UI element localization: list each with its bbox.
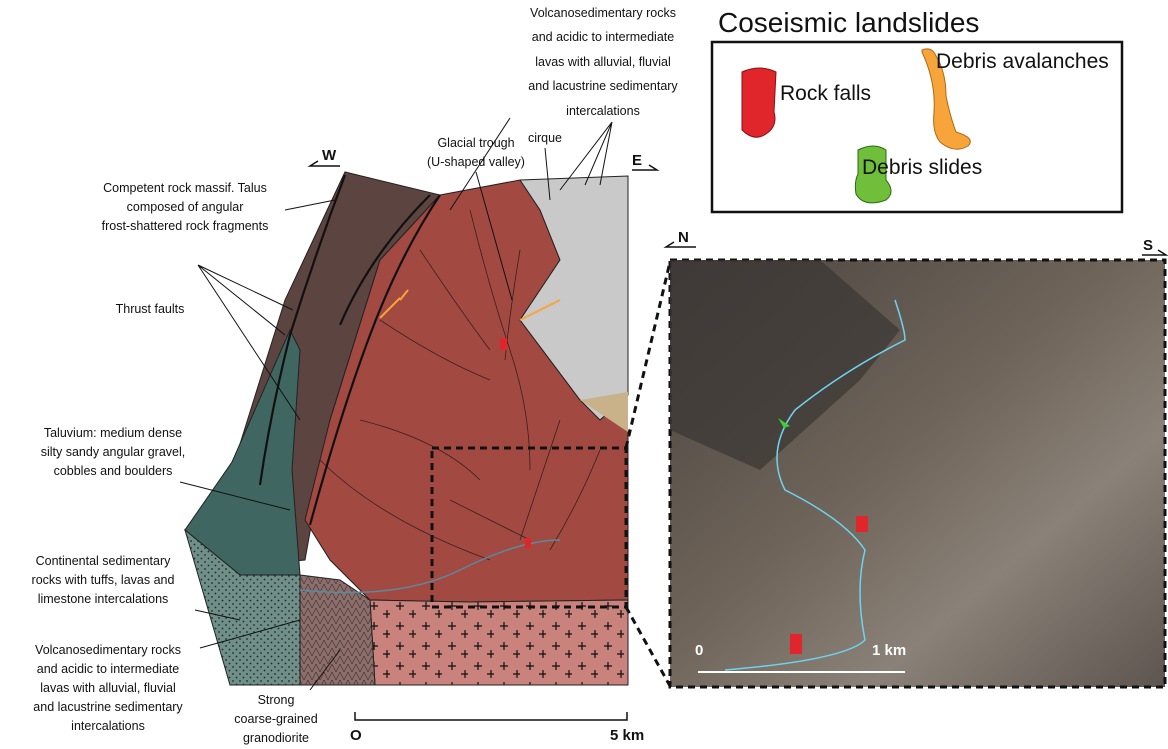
annotation-line: frost-shattered rock fragments xyxy=(102,219,269,233)
annotation-line: Volcanosedimentary rocks xyxy=(530,6,676,20)
annotation-line: lavas with alluvial, fluvial xyxy=(40,681,175,695)
annotation-line: and lacustrine sedimentary xyxy=(33,700,183,714)
river xyxy=(299,539,561,594)
direction: S xyxy=(1143,237,1153,254)
annotation-line: cobbles and boulders xyxy=(54,464,173,478)
scale-label: 0 xyxy=(695,642,703,659)
annotation-line: silty sandy angular gravel, xyxy=(41,445,186,459)
photo-shadow xyxy=(670,260,900,470)
photo-river xyxy=(724,299,906,671)
annotation-line: (U-shaped valley) xyxy=(427,155,525,169)
rock-fall-mark xyxy=(790,634,802,654)
annotation-line: Competent rock massif. Talus xyxy=(103,181,267,195)
legend-item: Rock falls xyxy=(780,82,871,105)
annotation-line: intercalations xyxy=(566,104,640,118)
scale-label: 1 km xyxy=(872,642,906,659)
debris-avalanche-mark xyxy=(379,289,561,321)
debris-slide-mark xyxy=(778,418,790,428)
annotation-line: Continental sedimentary xyxy=(36,554,172,568)
annotation-line: limestone intercalations xyxy=(38,592,169,606)
legend-item: Debris avalanches xyxy=(936,50,1109,73)
legend-box xyxy=(710,40,1124,214)
tan-unit xyxy=(580,392,628,432)
rock-fall-mark xyxy=(525,538,531,548)
annotation-line: Strong xyxy=(258,693,295,707)
rock-fall-icon xyxy=(741,67,777,138)
direction: W xyxy=(322,147,337,164)
annotation-line: Glacial trough xyxy=(437,136,514,150)
annotation-line: Taluvium: medium dense xyxy=(44,426,182,440)
annotation-line: intercalations xyxy=(71,719,145,733)
annotation-line: Volcanosedimentary rocks xyxy=(35,643,181,657)
debris-slide-icon xyxy=(854,145,892,204)
direction-arrow xyxy=(663,241,696,248)
annotation-line: lavas with alluvial, fluvial xyxy=(535,55,670,69)
zoom-box xyxy=(430,446,628,609)
leader-lines xyxy=(179,117,613,691)
drainage-lines xyxy=(319,209,601,561)
direction: N xyxy=(678,229,689,246)
continental-unit xyxy=(184,528,301,686)
zoom-line xyxy=(624,606,672,687)
annotation-line: granodiorite xyxy=(243,731,309,745)
annotation-line: and acidic to intermediate xyxy=(37,662,179,676)
debris-avalanche-icon xyxy=(921,48,971,150)
thrust-fault xyxy=(258,174,441,526)
annotation-line: composed of angular xyxy=(127,200,244,214)
direction: E xyxy=(632,152,642,169)
granodiorite-unit xyxy=(369,599,629,686)
annotation-line: rocks with tuffs, lavas and xyxy=(32,573,175,587)
direction-arrow xyxy=(632,164,660,171)
scale-label: 5 km xyxy=(610,727,644,744)
annotation: Volcanosedimentary rocks and acidic to i… xyxy=(32,6,679,745)
map-scale-bar xyxy=(354,712,628,721)
annotation-line: and lacustrine sedimentary xyxy=(528,79,678,93)
zoom-line xyxy=(624,261,672,449)
annotation-line: and acidic to intermediate xyxy=(532,30,674,44)
rock-fall-mark xyxy=(856,516,868,532)
annotation-line: Thrust faults xyxy=(116,302,185,316)
legend-item: Debris slides xyxy=(862,156,982,179)
rock-fall-mark xyxy=(500,338,507,350)
scale-label: O xyxy=(350,727,362,744)
direction-arrow xyxy=(307,160,340,167)
legend-title: Coseismic landslides xyxy=(718,7,979,38)
annotation-line: cirque xyxy=(528,131,562,145)
annotation-line: coarse-grained xyxy=(234,712,317,726)
direction-arrow xyxy=(1142,249,1168,256)
